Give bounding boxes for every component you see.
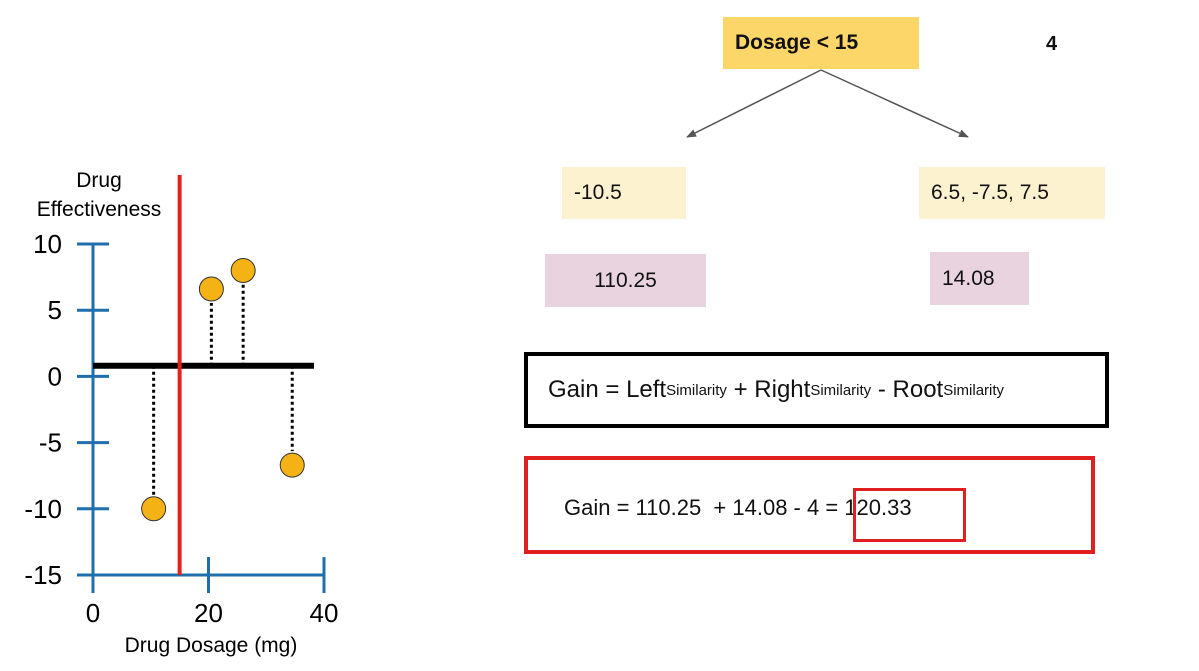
x-tick-label: 0	[86, 598, 100, 628]
gain-formula: Gain = Left Similarity + Right Similarity …	[524, 352, 1109, 428]
formula-right-subscript: Similarity	[810, 381, 872, 399]
x-axis-label: Drug Dosage (mg)	[125, 634, 298, 657]
formula-left-subscript: Similarity	[666, 381, 727, 399]
data-point	[198, 276, 224, 302]
right-leaf-residuals: 6.5, -7.5, 7.5	[919, 167, 1105, 219]
left-leaf-residuals-text: -10.5	[574, 181, 622, 204]
calculation-result: = 120.33	[825, 495, 912, 520]
formula-minus: -	[877, 376, 886, 403]
formula-left: Left	[626, 376, 667, 403]
formula-root-subscript: Similarity	[943, 381, 1005, 399]
x-tick-label: 40	[310, 598, 339, 628]
y-axis-label-line-2: Effectiveness	[37, 198, 162, 221]
result-highlight-box	[853, 488, 966, 542]
formula-plus: +	[733, 376, 748, 403]
data-point	[230, 257, 256, 283]
formula-root: Root	[892, 376, 944, 403]
calculation-text: Gain = 110.25 + 14.08 - 4	[564, 495, 820, 520]
y-tick-label: 5	[48, 295, 62, 325]
root-node: Dosage < 15	[723, 17, 919, 69]
gain-calculation: Gain = 110.25 + 14.08 - 4 = 120.33	[524, 456, 1095, 554]
right-leaf-similarity-text: 14.08	[942, 266, 995, 290]
data-point	[279, 452, 305, 478]
formula-equals: =	[605, 376, 620, 403]
right-leaf-residuals-text: 6.5, -7.5, 7.5	[931, 181, 1049, 204]
right-leaf-similarity: 14.08	[930, 252, 1029, 305]
data-point	[141, 496, 167, 522]
left-leaf-similarity-text: 110.25	[594, 268, 657, 292]
root-node-label: Dosage < 15	[735, 31, 859, 54]
y-tick-label: -5	[39, 428, 62, 458]
formula-right: Right	[754, 376, 811, 403]
left-leaf-residuals: -10.5	[562, 167, 686, 219]
left-leaf-similarity: 110.25	[545, 254, 706, 307]
y-tick-label: 10	[33, 229, 62, 259]
left-branch-arrow	[686, 69, 822, 138]
y-tick-label: -10	[24, 494, 62, 524]
x-tick-label: 20	[194, 598, 223, 628]
y-axis-label-line-1: Drug	[76, 169, 122, 192]
root-similarity-score: 4	[1046, 33, 1058, 55]
y-tick-label: 0	[48, 361, 62, 391]
dosage-effectiveness-chart: Drug Effectiveness Drug Dosage (mg) 10 5 0…	[24, 169, 339, 657]
formula-gain: Gain	[548, 376, 599, 403]
right-branch-arrow	[820, 69, 969, 138]
y-tick-label: -15	[24, 560, 62, 590]
